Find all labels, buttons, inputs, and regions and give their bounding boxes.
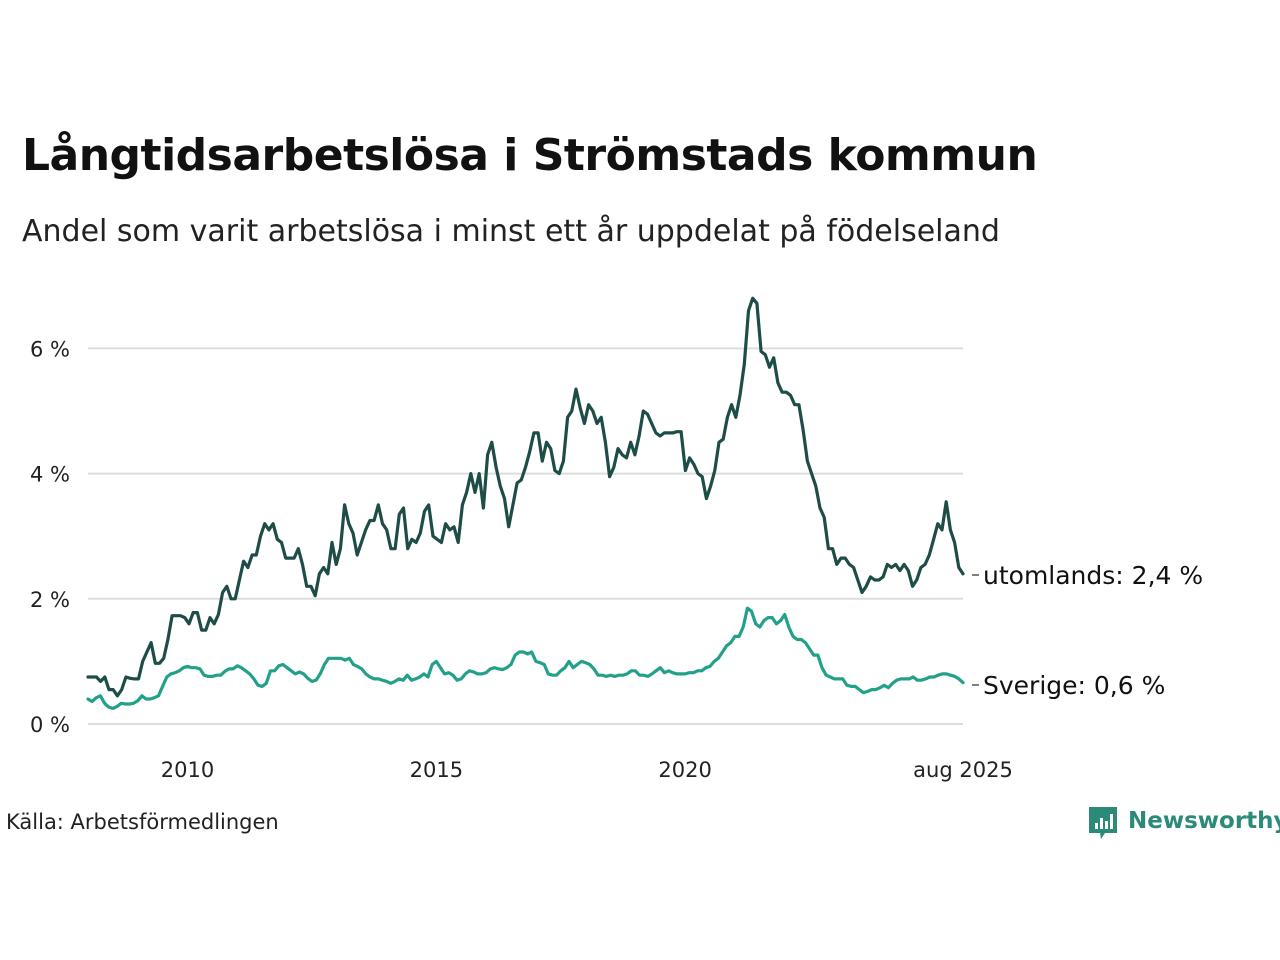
series-end-label-sverige: Sverige: 0,6 % (983, 671, 1165, 700)
source-note: Källa: Arbetsförmedlingen (6, 810, 279, 834)
newsworthy-logo[interactable]: Newsworthy (1088, 803, 1280, 839)
x-tick-label: 2010 (161, 758, 214, 782)
newsworthy-logo-icon (1088, 806, 1118, 839)
newsworthy-logo-text: Newsworthy (1128, 808, 1280, 834)
x-axis-ticks: 2010 2015 2020 aug 2025 (161, 758, 1013, 782)
x-tick-label: 2015 (410, 758, 463, 782)
y-tick-label: 0 % (30, 713, 70, 737)
y-axis-ticks: 0 % 2 % 4 % 6 % (30, 337, 70, 737)
series-line-utomlands (86, 296, 965, 698)
series-end-labels: utomlands: 2,4 % Sverige: 0,6 % (972, 561, 1203, 700)
y-tick-label: 4 % (30, 463, 70, 487)
y-tick-label: 2 % (30, 588, 70, 612)
chart-title: Långtidsarbetslösa i Strömstads kommun (22, 130, 1038, 181)
chart-subtitle: Andel som varit arbetslösa i minst ett å… (22, 214, 1000, 249)
series-end-label-utomlands: utomlands: 2,4 % (983, 561, 1203, 590)
line-chart: 0 % 2 % 4 % 6 % 2010 2015 2020 aug 2025 utomla… (30, 296, 1203, 782)
series-line-sverige (86, 606, 965, 710)
x-tick-label: aug 2025 (913, 758, 1013, 782)
grid-lines (88, 347, 963, 725)
y-tick-label: 6 % (30, 337, 70, 361)
series-lines (86, 296, 965, 710)
x-tick-label: 2020 (658, 758, 711, 782)
